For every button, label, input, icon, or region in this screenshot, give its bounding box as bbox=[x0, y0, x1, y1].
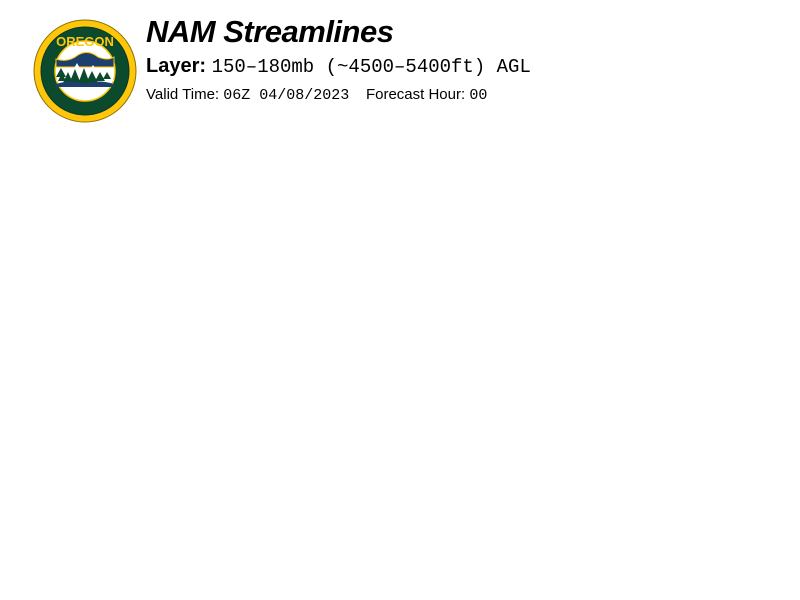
svg-text:OREGON: OREGON bbox=[56, 34, 114, 49]
